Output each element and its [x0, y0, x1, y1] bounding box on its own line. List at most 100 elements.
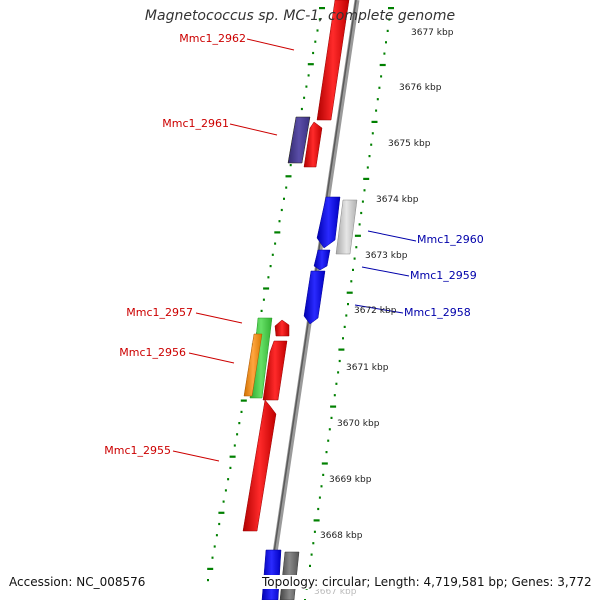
gene-label-mmc1-2956[interactable]: Mmc1_2956 — [119, 346, 186, 359]
gene-mmc1-2960-blue[interactable] — [317, 197, 340, 248]
tick-mark-minor — [362, 201, 364, 203]
tick-mark-minor — [327, 440, 329, 442]
tick-mark-major — [230, 456, 236, 458]
tick-mark-minor — [350, 280, 352, 282]
tick-mark-minor — [377, 98, 379, 100]
tick-label-3674: 3674 kbp — [376, 195, 419, 205]
gene-mmc1-2955[interactable] — [243, 400, 276, 531]
tick-mark-minor — [383, 53, 385, 55]
tick-mark-minor — [272, 254, 274, 256]
tick-mark-major — [314, 519, 320, 521]
tick-mark-minor — [372, 132, 374, 134]
tick-mark-minor — [290, 164, 292, 166]
tick-mark-minor — [334, 394, 336, 396]
tick-mark-minor — [322, 474, 324, 476]
tick-mark-minor — [229, 467, 231, 469]
tick-label-3675: 3675 kbp — [388, 139, 431, 149]
tick-mark-minor — [355, 246, 357, 248]
tick-mark-minor — [331, 417, 333, 419]
tick-mark-minor — [241, 411, 243, 413]
tick-mark-major — [286, 175, 292, 177]
tick-mark-minor — [354, 258, 356, 260]
tick-mark-minor — [387, 30, 389, 32]
tick-mark-minor — [352, 269, 354, 271]
tick-mark-minor — [311, 554, 313, 556]
tick-mark-minor — [337, 371, 339, 373]
tick-mark-minor — [364, 189, 366, 191]
tick-mark-major — [274, 231, 280, 233]
tick-mark-minor — [312, 542, 314, 544]
tick-mark-minor — [281, 209, 283, 211]
tick-mark-major — [338, 349, 344, 351]
gene-label-mmc1-2962[interactable]: Mmc1_2962 — [179, 32, 246, 45]
tick-mark-major — [241, 400, 247, 402]
tick-mark-major — [207, 568, 213, 570]
tick-mark-minor — [212, 557, 214, 559]
tick-mark-major — [322, 462, 328, 464]
gene-label-mmc1-2955[interactable]: Mmc1_2955 — [104, 444, 171, 457]
gene-label-mmc1-2961[interactable]: Mmc1_2961 — [162, 117, 229, 130]
tick-mark-minor — [344, 326, 346, 328]
tick-mark-minor — [216, 534, 218, 536]
tick-mark-minor — [234, 444, 236, 446]
tick-mark-minor — [236, 433, 238, 435]
tick-mark-minor — [369, 155, 371, 157]
tick-mark-minor — [283, 198, 285, 200]
tick-mark-minor — [261, 310, 263, 312]
tick-label-3673: 3673 kbp — [365, 251, 408, 261]
tick-mark-major — [372, 121, 378, 123]
tick-mark-minor — [317, 29, 319, 31]
tick-mark-minor — [303, 97, 305, 99]
tick-mark-major — [308, 63, 314, 65]
tick-mark-minor — [342, 337, 344, 339]
tick-mark-minor — [309, 565, 311, 567]
tick-mark-minor — [317, 508, 319, 510]
tick-mark-major — [355, 235, 361, 237]
tick-mark-minor — [218, 523, 220, 525]
label-leaders — [173, 39, 416, 461]
gene-red-arrow-2[interactable] — [275, 320, 289, 336]
tick-mark-minor — [225, 489, 227, 491]
tick-mark-minor — [345, 314, 347, 316]
tick-mark-minor — [335, 383, 337, 385]
gene-features — [243, 0, 357, 600]
tick-mark-minor — [267, 276, 269, 278]
tick-mark-minor — [375, 110, 377, 112]
tick-label-3668: 3668 kbp — [320, 531, 363, 541]
tick-label-3672: 3672 kbp — [354, 306, 397, 316]
gene-mmc1-2960[interactable] — [336, 200, 357, 254]
tick-mark-minor — [301, 108, 303, 110]
tick-mark-major — [330, 406, 336, 408]
gene-mmc1-2959[interactable] — [314, 250, 330, 270]
tick-mark-major — [347, 292, 353, 294]
tick-mark-minor — [359, 223, 361, 225]
accession-text: Accession: NC_008576 — [9, 575, 145, 589]
tick-label-3676: 3676 kbp — [399, 83, 442, 93]
gene-label-mmc1-2958[interactable]: Mmc1_2958 — [404, 306, 471, 319]
gene-label-mmc1-2959[interactable]: Mmc1_2959 — [410, 269, 477, 282]
tick-mark-minor — [321, 485, 323, 487]
tick-mark-major — [363, 178, 369, 180]
gene-label-mmc1-2960[interactable]: Mmc1_2960 — [417, 233, 484, 246]
tick-mark-minor — [385, 41, 387, 43]
tick-mark-minor — [270, 265, 272, 267]
tick-mark-minor — [227, 478, 229, 480]
tick-mark-minor — [319, 497, 321, 499]
gene-label-mmc1-2957[interactable]: Mmc1_2957 — [126, 306, 193, 319]
tick-mark-minor — [305, 86, 307, 88]
tick-mark-minor — [314, 41, 316, 43]
tick-mark-minor — [312, 52, 314, 54]
tick-mark-minor — [263, 299, 265, 301]
tick-mark-minor — [238, 422, 240, 424]
gene-mmc1-2958[interactable] — [304, 271, 325, 324]
tick-mark-minor — [380, 75, 382, 77]
tick-mark-minor — [367, 166, 369, 168]
tick-label-3677: 3677 kbp — [411, 28, 454, 38]
tick-mark-minor — [360, 212, 362, 214]
tick-mark-minor — [274, 243, 276, 245]
tick-mark-minor — [339, 360, 341, 362]
tick-mark-minor — [314, 531, 316, 533]
topology-text: Topology: circular; Length: 4,719,581 bp… — [260, 575, 594, 589]
